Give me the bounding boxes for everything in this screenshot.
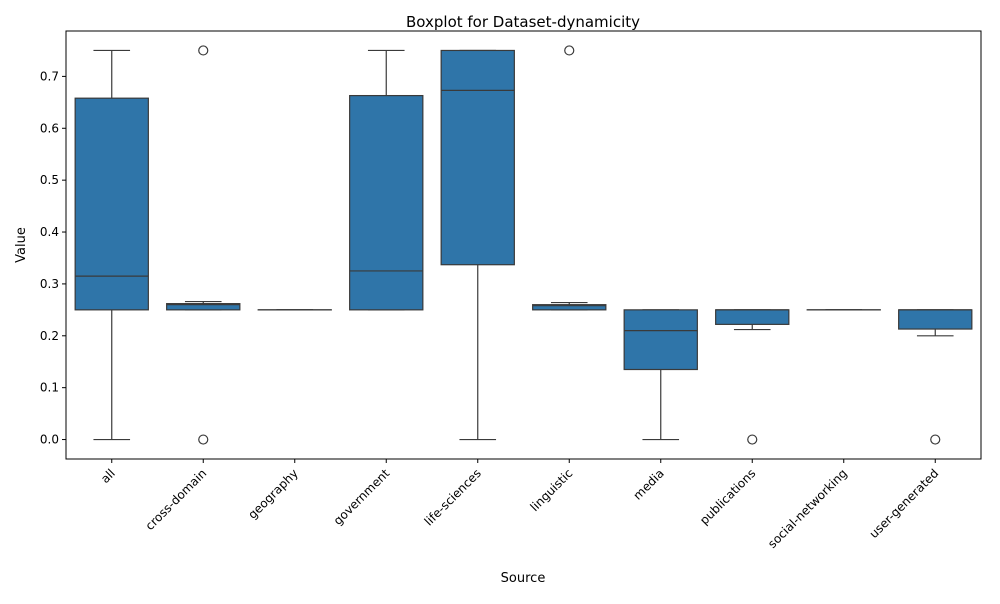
x-tick-label: media	[631, 466, 667, 502]
chart-title: Boxplot for Dataset-dynamicity	[406, 13, 640, 31]
box-linguistic	[533, 46, 606, 310]
x-tick-label: publications	[697, 466, 758, 527]
iqr-box	[350, 96, 423, 310]
y-tick-label: 0.6	[40, 121, 59, 135]
y-tick-label: 0.1	[40, 381, 59, 395]
y-axis-label: Value	[14, 227, 29, 263]
iqr-box	[75, 98, 148, 310]
box-cross-domain	[167, 46, 240, 444]
x-tick-label: user-generated	[867, 466, 942, 541]
iqr-box	[441, 50, 514, 264]
box-life-sciences	[441, 50, 514, 439]
outlier-point	[748, 435, 757, 444]
x-tick-label: government	[331, 466, 393, 528]
outlier-point	[565, 46, 574, 55]
x-axis: all cross-domain geography government life-s…	[98, 459, 941, 551]
y-tick-label: 0.4	[40, 225, 59, 239]
x-tick-label: life-sciences	[422, 466, 484, 528]
box-user-generated	[899, 310, 972, 444]
y-axis: 0.0 0.1 0.2 0.3 0.4 0.5 0.6 0.7	[40, 69, 66, 446]
y-tick-label: 0.5	[40, 173, 59, 187]
x-tick-label: cross-domain	[143, 466, 210, 533]
box-all	[75, 50, 148, 439]
box-series	[75, 46, 972, 444]
x-tick-label: linguistic	[527, 466, 575, 514]
iqr-box	[899, 310, 972, 329]
y-tick-label: 0.7	[40, 69, 59, 83]
y-tick-label: 0.3	[40, 277, 59, 291]
x-tick-label: geography	[245, 466, 301, 522]
outlier-point	[199, 46, 208, 55]
box-government	[350, 50, 423, 309]
y-tick-label: 0.0	[40, 433, 59, 447]
box-publications	[716, 310, 789, 444]
x-axis-label: Source	[501, 571, 546, 586]
box-media	[624, 310, 697, 440]
outlier-point	[199, 435, 208, 444]
y-tick-label: 0.2	[40, 329, 59, 343]
x-tick-label: all	[98, 466, 118, 486]
x-tick-label: social-networking	[765, 466, 850, 551]
plot-area	[66, 31, 981, 459]
iqr-box	[716, 310, 789, 325]
outlier-point	[931, 435, 940, 444]
iqr-box	[624, 310, 697, 370]
